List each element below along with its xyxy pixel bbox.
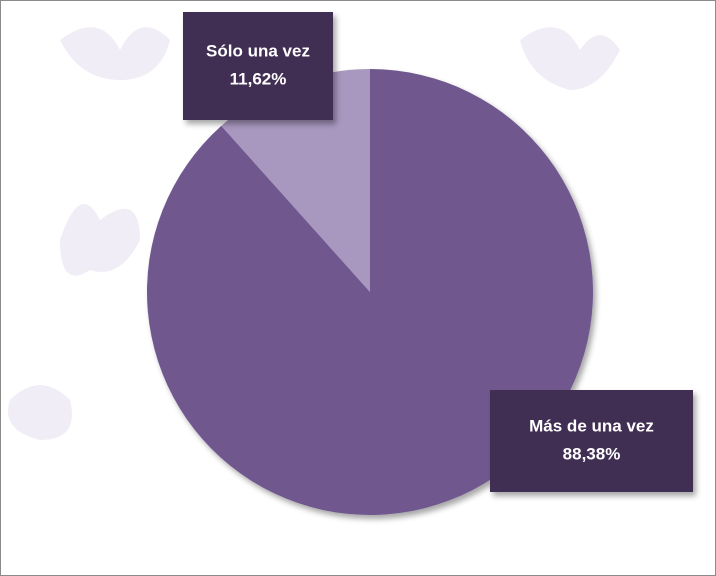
page: Más de una vez88,38%Sólo una vez11,62% (… — [0, 0, 716, 576]
label-box — [183, 12, 333, 120]
chart: Más de una vez 88,38% Sólo una vez 11,62% — [0, 0, 716, 576]
label-box — [490, 390, 693, 492]
value-label: 11,62% — [230, 69, 287, 88]
value-label: 88,38% — [563, 444, 621, 463]
category-label: Sólo una vez — [206, 41, 310, 60]
category-label: Más de una vez — [529, 416, 654, 435]
